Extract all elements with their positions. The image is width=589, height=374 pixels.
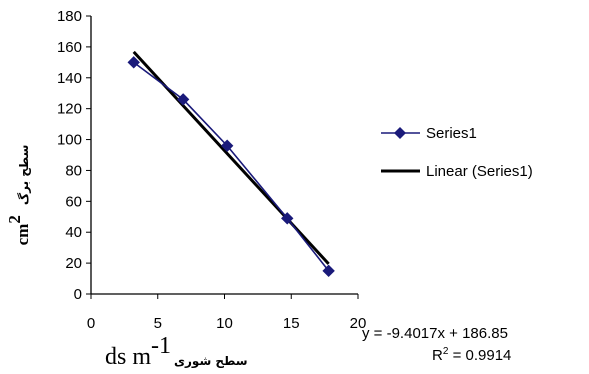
y-tick-label: 160 [57,39,82,56]
svg-text:cm2سطح برگ: cm2سطح برگ [5,145,32,246]
x-tick-label: 5 [154,315,162,332]
y-tick-label: 100 [57,132,82,149]
r-squared: R2 = 0.9914 [432,346,511,364]
y-tick-label: 180 [57,8,82,25]
data-point [322,264,335,278]
trendline-equation: y = -9.4017x + 186.85 [362,325,508,342]
x-tick-label: 10 [216,315,233,332]
y-axis-label: cm2سطح برگ [5,145,32,246]
legend-series1-marker [394,127,406,139]
data-point [220,139,234,152]
x-tick-label: 20 [350,315,367,332]
x-tick-label: 15 [283,315,300,332]
series1-markers [127,56,335,278]
data-point [127,56,140,69]
legend-series1-label: Series1 [426,125,477,142]
data-point [281,212,294,225]
x-axis-ticks: 0 5 10 15 20 [87,294,367,332]
y-tick-label: 140 [57,70,82,87]
legend: Series1 Linear (Series1) [381,125,533,180]
series1-line [133,61,330,272]
data-point [176,93,190,106]
y-axis-ticks: 0 20 40 60 80 100 120 140 160 180 [57,8,91,303]
y-tick-label: 60 [65,193,82,210]
legend-linear-label: Linear (Series1) [426,163,533,180]
y-tick-label: 0 [74,286,82,303]
x-tick-label: 0 [87,315,95,332]
y-tick-label: 80 [65,162,82,179]
y-tick-label: 20 [65,255,82,272]
x-axis-label: ds m-1سطح شوری [105,333,248,370]
y-tick-label: 40 [65,224,82,241]
y-tick-label: 120 [57,101,82,118]
